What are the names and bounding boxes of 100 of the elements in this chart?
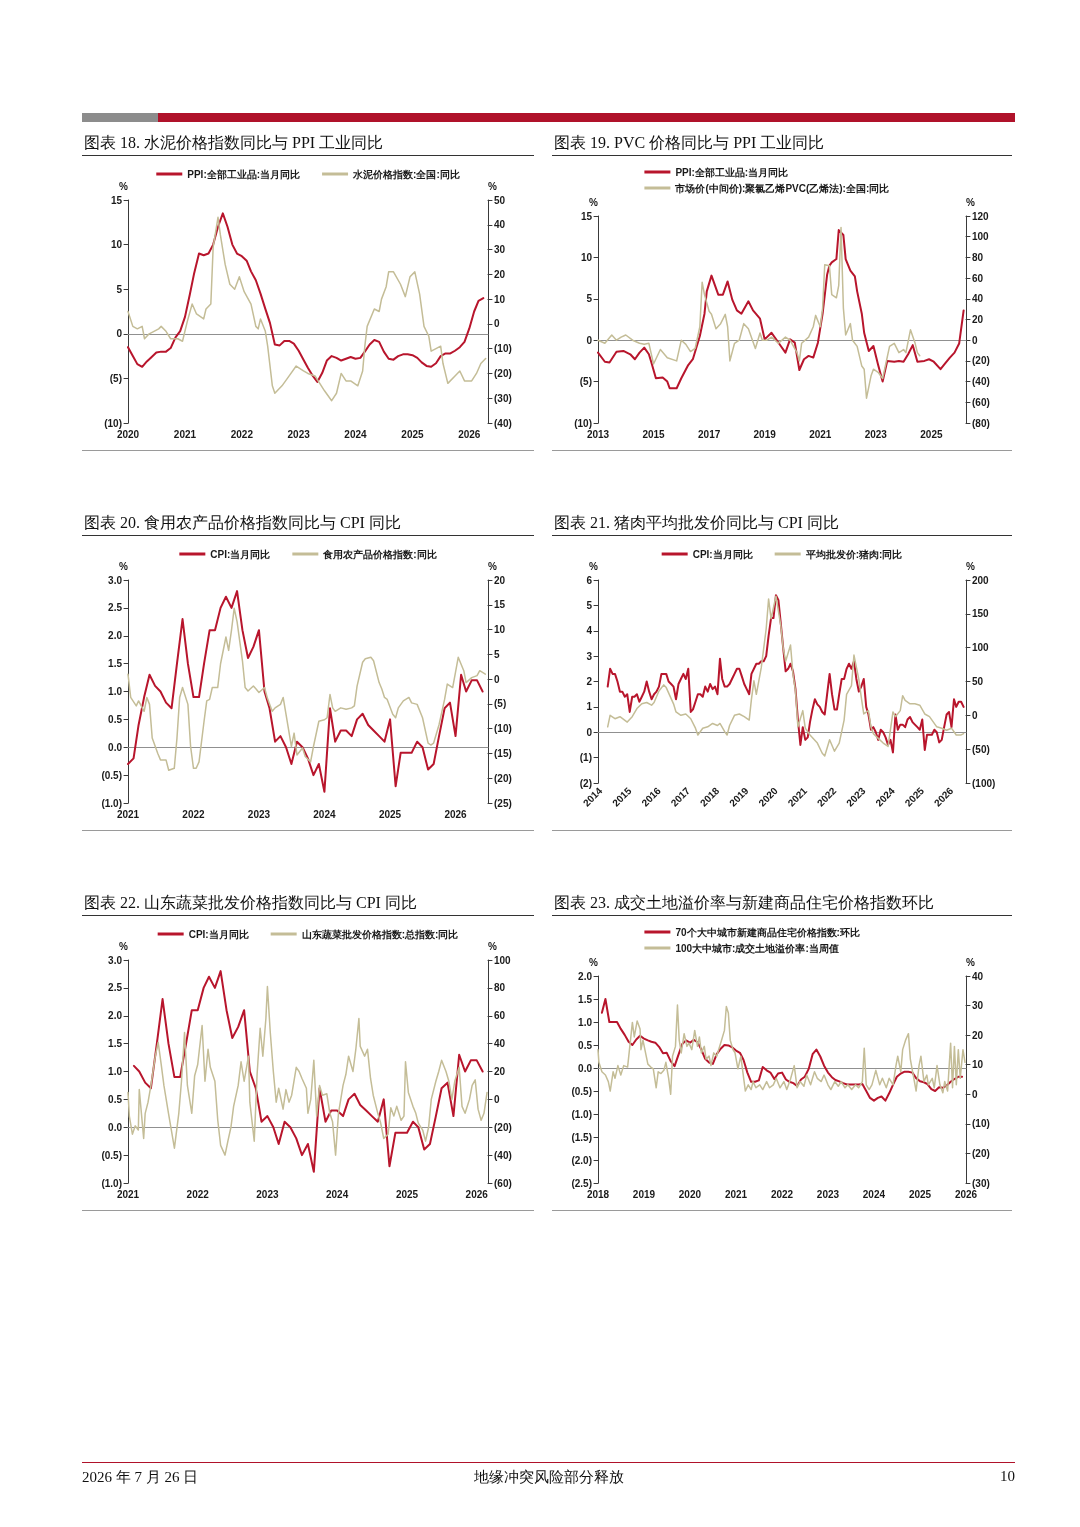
y2-tick-label: 0 <box>494 318 500 330</box>
y2-tick-label: (20) <box>972 1147 990 1159</box>
y-tick-label: 1.0 <box>108 1066 123 1077</box>
y2-tick-label: 0 <box>972 1088 978 1100</box>
y-tick-label: 0.5 <box>578 1039 593 1051</box>
y2-tick-label: 10 <box>972 1059 984 1071</box>
y2-tick-label: 80 <box>972 251 984 263</box>
y2-tick-label: (10) <box>494 343 512 355</box>
x-tick-label: 2021 <box>173 428 197 440</box>
y-tick-label: 2.5 <box>108 982 123 994</box>
y2-tick-label: 20 <box>972 1029 984 1041</box>
y-tick-label: 1 <box>586 701 593 713</box>
x-tick-label: 2024 <box>326 1188 349 1200</box>
y2-tick-label: 20 <box>494 1066 506 1077</box>
x-tick-label: 2022 <box>182 808 206 820</box>
x-tick-label: 2025 <box>920 428 943 440</box>
legend-label: PPI:全部工业品:当月同比 <box>675 166 789 178</box>
y2-tick-label: 40 <box>972 293 984 305</box>
y2-tick-label: 10 <box>494 293 506 305</box>
legend-label: 平均批发价:猪肉:同比 <box>804 548 903 560</box>
y2-tick-label: 20 <box>494 268 506 280</box>
y-tick-label: 15 <box>580 210 593 222</box>
line-series <box>597 229 965 390</box>
x-tick-label: 2021 <box>809 428 832 440</box>
x-tick-label: 2017 <box>698 428 721 440</box>
x-tick-label: 2023 <box>287 428 311 440</box>
x-tick-label: 2025 <box>908 1188 932 1200</box>
x-tick-label: 2021 <box>116 1188 140 1200</box>
y-tick-label: 10 <box>110 239 123 251</box>
y2-tick-label: 120 <box>972 210 990 222</box>
y2-tick-label: (40) <box>972 376 990 388</box>
y-tick-label: 5 <box>586 599 593 611</box>
y-tick-label: 2.5 <box>108 602 123 614</box>
legend-label: 70个大中城市新建商品住宅价格指数:环比 <box>675 926 860 938</box>
y2-tick-label: 50 <box>972 676 984 687</box>
y2-tick-label: (10) <box>494 723 512 735</box>
text: 10 <box>1000 1468 1015 1486</box>
x-tick-label: 2024 <box>862 1188 886 1200</box>
y2-tick-label: (40) <box>494 1149 512 1161</box>
x-tick-label: 2025 <box>395 1188 419 1200</box>
y-tick-label: (0.5) <box>101 1149 122 1161</box>
x-tick-label: 2013 <box>586 428 610 440</box>
chart-title: 图表 23. 成交土地溢价率与新建商品住宅价格指数环比 <box>552 890 1012 916</box>
y2-tick-label: 50 <box>494 194 506 206</box>
x-tick-label: 2026 <box>444 808 468 820</box>
y2-axis-title: % <box>966 560 975 572</box>
y2-tick-label: (20) <box>494 772 512 784</box>
x-tick-label: 2020 <box>678 1188 702 1200</box>
y2-tick-label: (5) <box>494 698 507 710</box>
legend-label: 100大中城市:成交土地溢价率:当周值 <box>675 942 839 954</box>
y2-axis-title: % <box>488 180 497 192</box>
y-tick-label: 2.0 <box>578 970 593 982</box>
legend-label: 山东蔬菜批发价格指数:总指数:同比 <box>301 928 459 940</box>
y-axis-title: % <box>589 560 599 572</box>
chart-title: 图表 18. 水泥价格指数同比与 PPI 工业同比 <box>82 130 534 156</box>
line-series <box>132 970 484 1173</box>
chart-title: 图表 20. 食用农产品价格指数同比与 CPI 同比 <box>82 510 534 536</box>
y-tick-label: 0 <box>586 726 593 738</box>
y-tick-label: 1.5 <box>108 658 123 670</box>
y-tick-label: 0 <box>116 328 123 340</box>
legend-label: 水泥价格指数:全国:同比 <box>352 168 460 180</box>
y-axis-title: % <box>119 560 129 572</box>
y-tick-label: 15 <box>110 194 123 206</box>
y2-tick-label: 30 <box>494 244 506 256</box>
y2-tick-label: (30) <box>494 392 512 404</box>
y-tick-label: (5) <box>109 372 122 384</box>
y-axis-title: % <box>589 196 599 208</box>
x-tick-label: 2026 <box>954 1188 978 1200</box>
y-tick-label: (1.5) <box>571 1131 592 1143</box>
y2-tick-label: 80 <box>494 982 506 994</box>
x-tick-label: 2023 <box>247 808 271 820</box>
x-tick-label: 2022 <box>186 1188 210 1200</box>
y-tick-label: (1.0) <box>101 797 122 809</box>
chart-title: 图表 22. 山东蔬菜批发价格指数同比与 CPI 同比 <box>82 890 534 916</box>
y2-tick-label: 30 <box>972 1000 984 1012</box>
y2-tick-label: 40 <box>494 219 506 231</box>
y2-tick-label: 0 <box>972 334 978 346</box>
y2-tick-label: 0 <box>494 1093 500 1105</box>
x-tick-label: 2020 <box>116 428 140 440</box>
y-tick-label: (2) <box>579 777 592 789</box>
y-tick-label: (10) <box>104 417 122 429</box>
x-tick-label: 2019 <box>753 428 777 440</box>
y2-axis-title: % <box>488 940 497 952</box>
y2-tick-label: 40 <box>494 1038 506 1050</box>
y-tick-label: 1.0 <box>108 686 123 697</box>
x-tick-label: 2022 <box>230 428 254 440</box>
chart-title: 图表 19. PVC 价格同比与 PPI 工业同比 <box>552 130 1012 156</box>
chart-title: 图表 21. 猪肉平均批发价同比与 CPI 同比 <box>552 510 1012 536</box>
y-tick-label: 0.5 <box>108 713 123 725</box>
x-tick-label: 2023 <box>864 428 888 440</box>
y-tick-label: 10 <box>580 251 593 263</box>
line-series <box>127 985 488 1156</box>
y-tick-label: 0.0 <box>108 1121 123 1133</box>
line-series <box>127 607 487 772</box>
y2-tick-label: 10 <box>494 624 506 636</box>
legend-label: CPI:当月同比 <box>188 928 249 940</box>
x-tick-label: 2024 <box>313 808 336 820</box>
text: 2026 年 7 月 26 日 <box>82 1468 199 1487</box>
y-tick-label: (1.0) <box>571 1108 592 1120</box>
x-tick-label: 2022 <box>770 1188 794 1200</box>
